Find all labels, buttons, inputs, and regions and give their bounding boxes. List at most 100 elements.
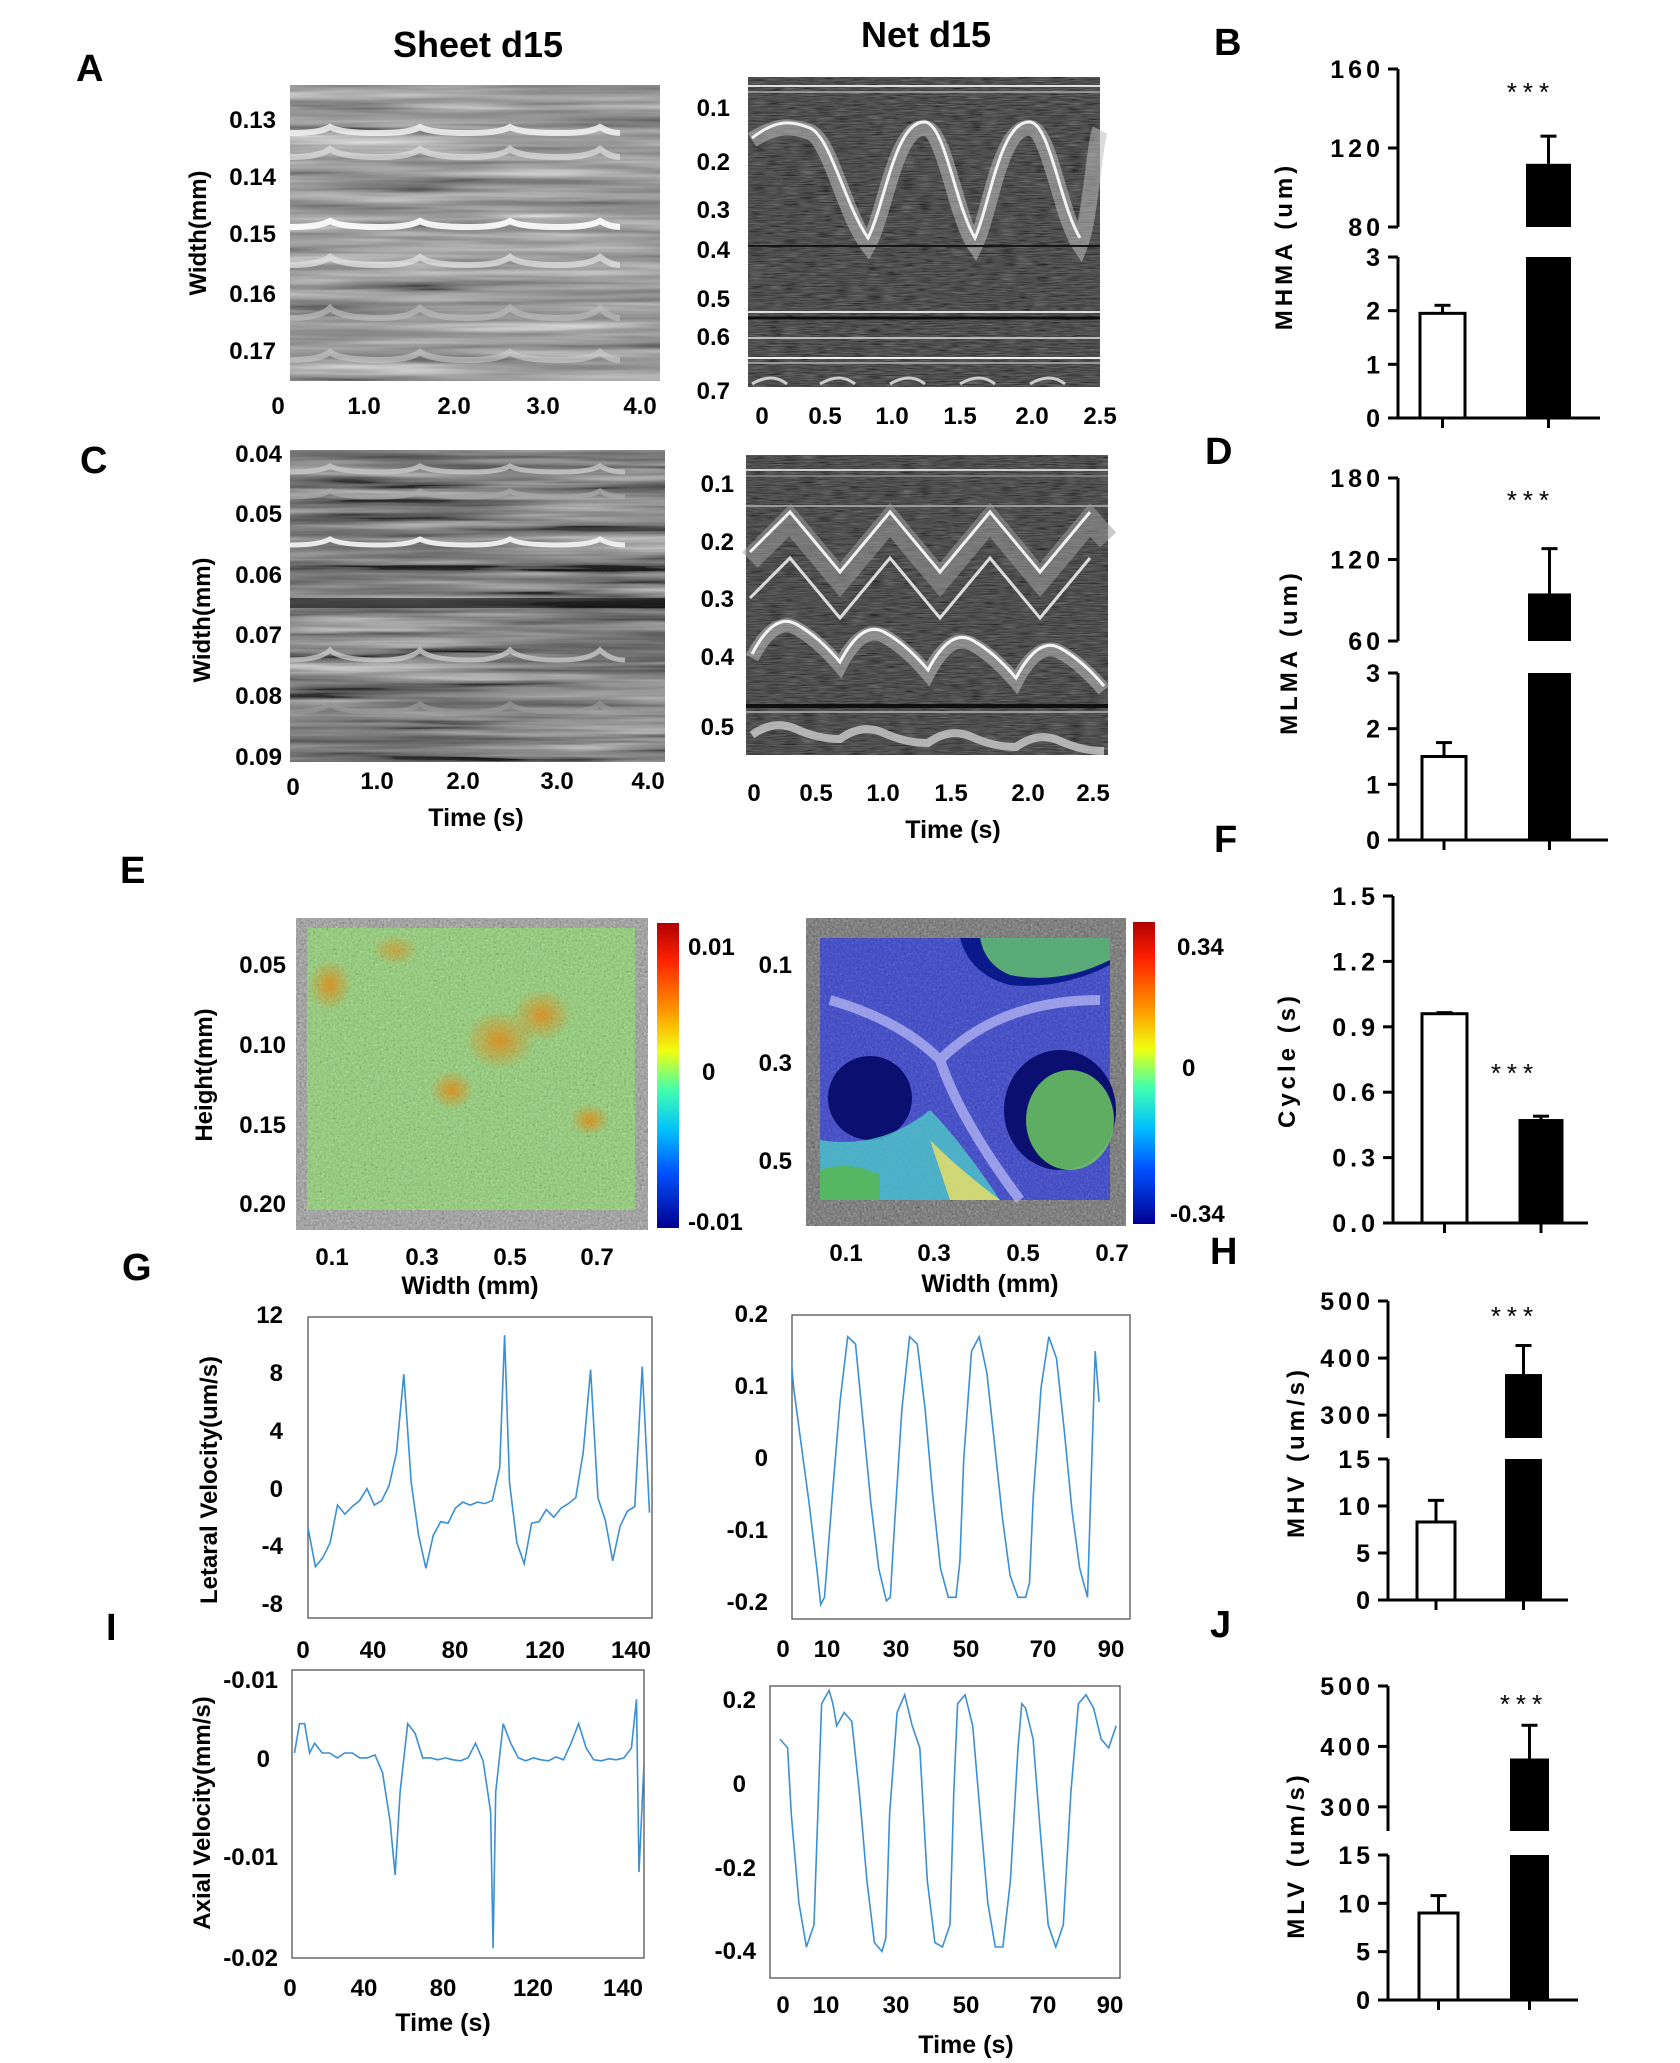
bar-y-lower-tick-label: 3 [1366,244,1384,272]
lineplot-g-right-ytick: 0 [755,1445,768,1472]
bar-chart-h-ylabel: MHV (um/s) [1283,1366,1310,1538]
bar-y-lower-tick-label: 15 [1338,1446,1374,1474]
bar-y-lower-tick-label: 2 [1366,298,1384,326]
bar-y-upper-tick-label: 500 [1320,1288,1374,1316]
bar-net-upper [1526,163,1571,227]
bar-sheet [1417,1911,1460,2002]
bar-net-lower [1505,1459,1542,1600]
kymo-a-sheet-ytick: 0.13 [229,107,276,134]
lineplot-g-right-xtick: 90 [1098,1636,1125,1663]
colorbar-e-sheet [657,923,679,1228]
bar-chart-d-ylabel: MLMA (um) [1276,569,1303,735]
lineplot-i-left-xlabel: Time (s) [395,2009,490,2037]
lineplot-g-left-xtick: 0 [296,1637,309,1664]
bar-y-upper-tick-label: 180 [1330,465,1384,493]
kymo-a-net-ytick: 0.4 [697,237,731,264]
kymo-c-net-grain [746,455,1108,755]
bar-y-lower-tick-label: 3 [1366,660,1384,688]
kymo-c-sheet-xtick: 1.0 [360,768,393,795]
lineplot-g-left-xtick: 80 [442,1637,469,1664]
heatmap-e-net [806,918,1155,1226]
heatmap-e-sheet-ytick: 0.20 [239,1191,286,1218]
kymo-a-sheet-axis: Width(mm) 0.13 0.14 0.15 0.16 0.17 0 1.0… [185,107,657,420]
heatmap-e-sheet-xtick: 0.1 [315,1244,348,1271]
lineplot-i-left-ytick: -0.01 [223,1667,278,1694]
heatmap-e-sheet-ytick: 0.15 [239,1112,286,1139]
lineplot-i-right-ytick: -0.2 [715,1855,756,1882]
colorbar-e-sheet-tick: 0 [702,1059,715,1086]
kymo-a-net-ytick: 0.2 [697,149,730,176]
lineplot-g-left-axis: Letaral Velocity(um/s) 12 8 4 0 -4 -8 0 … [196,1302,651,1664]
bar-y-lower-tick-label: 0 [1366,827,1384,855]
lineplot-i-left-xtick: 120 [513,1975,553,2002]
heatmap-e-sheet-xtick: 0.5 [493,1244,526,1271]
bar-chart-h: MHV (um/s) 0 5 10 15 300 400 500 *** [1283,1288,1568,1615]
kymo-c-net-ytick: 0.2 [701,529,734,556]
kymo-c-sheet-xtick: 3.0 [540,768,573,795]
bar-y-upper-tick-label: 400 [1320,1345,1374,1373]
heatmap-e-net-green-region [980,938,1110,978]
heatmap-e-sheet-ylabel: Height(mm) [191,1008,218,1141]
kymo-c-net-ytick: 0.3 [701,586,734,613]
heatmap-e-net-xtick: 0.5 [1006,1240,1039,1267]
heatmap-e-net-xtick: 0.7 [1095,1240,1128,1267]
bar-y-upper-tick-label: 60 [1348,628,1384,656]
bar-y-tick-label: 1.2 [1332,948,1379,976]
heatmap-e-hotspot [371,934,419,966]
panel-letter-j: J [1210,1604,1231,1646]
kymo-c-net-ytick: 0.4 [701,644,735,671]
lineplot-g-right-xtick: 0 [776,1636,789,1663]
heatmap-e-hotspot [430,1070,474,1110]
plot-frame-i-left [291,1669,645,1959]
plot-frame-g-right [791,1314,1131,1620]
kymograph-c-net [742,455,1117,755]
lineplot-i-left-axis: Axial Velocity(mm/s) -0.01 0 -0.01 -0.02… [189,1667,643,2037]
kymo-a-sheet-xtick: 3.0 [526,393,559,420]
bar-net-upper [1505,1374,1542,1438]
bar-y-tick-label: 1.5 [1332,883,1379,911]
lineplot-i-left-ytick: -0.02 [223,1945,278,1972]
kymo-a-net-xtick: 0 [755,403,768,430]
lineplot-i-left-xtick: 80 [430,1975,457,2002]
kymo-c-net-ytick: 0.1 [701,471,734,498]
kymo-a-sheet-xtick: 0 [271,393,284,420]
heatmap-e-hotspot [308,959,352,1011]
lineplot-g-right-xtick: 30 [883,1636,910,1663]
lineplot-i-right-ytick: 0 [733,1771,746,1798]
panel-letter-f: F [1214,819,1237,861]
bar-y-upper-tick-label: 400 [1320,1733,1374,1761]
kymo-c-sheet-ytick: 0.06 [235,562,282,589]
bar-chart-b: MHMA (um) 0 1 2 380 120 160 *** [1271,56,1600,433]
bar-net-lower [1526,257,1571,418]
lineplot-i-right-ytick: 0.2 [723,1687,756,1714]
kymo-c-net-xtick: 0.5 [799,780,832,807]
panel-letter-g: G [122,1247,152,1289]
significance-label: *** [1507,77,1555,107]
velocity-trace-i-right [779,1688,1117,1954]
bar-y-upper-tick-label: 300 [1320,1794,1374,1822]
lineplot-g-right-xtick: 50 [953,1636,980,1663]
kymo-c-sheet-xtick: 0 [286,774,299,801]
lineplot-i-right-xlabel: Time (s) [918,2031,1013,2059]
bar-chart-j-ylabel: MLV (um/s) [1283,1771,1310,1939]
lineplot-i-right-xtick: 30 [883,1992,910,2019]
panel-letter-b: B [1214,22,1241,64]
kymo-a-net-bands [747,85,1108,386]
kymo-c-net-bands [742,469,1117,755]
lineplot-g-left-ytick: 0 [270,1476,283,1503]
colorbar-e-net [1133,922,1155,1224]
kymo-c-sheet-ylabel: Width(mm) [189,557,216,682]
bar-y-lower-tick-label: 2 [1366,716,1384,744]
heatmap-e-net-xtick: 0.1 [829,1240,862,1267]
lineplot-i-left-xtick: 40 [351,1975,378,2002]
heatmap-e-hotspot [512,989,572,1041]
kymo-a-sheet-ytick: 0.15 [229,221,276,248]
colorbar-e-sheet-tick: 0.01 [688,934,735,961]
lineplot-g-right-xtick: 70 [1030,1636,1057,1663]
bar-sheet [1420,1012,1469,1225]
velocity-trace-g-right [792,1334,1100,1608]
bar-y-lower-tick-label: 15 [1338,1842,1374,1870]
lineplot-g-left-xtick: 120 [525,1637,565,1664]
lineplot-g-right-ytick: -0.2 [727,1589,768,1616]
significance-label: *** [1500,1689,1548,1719]
